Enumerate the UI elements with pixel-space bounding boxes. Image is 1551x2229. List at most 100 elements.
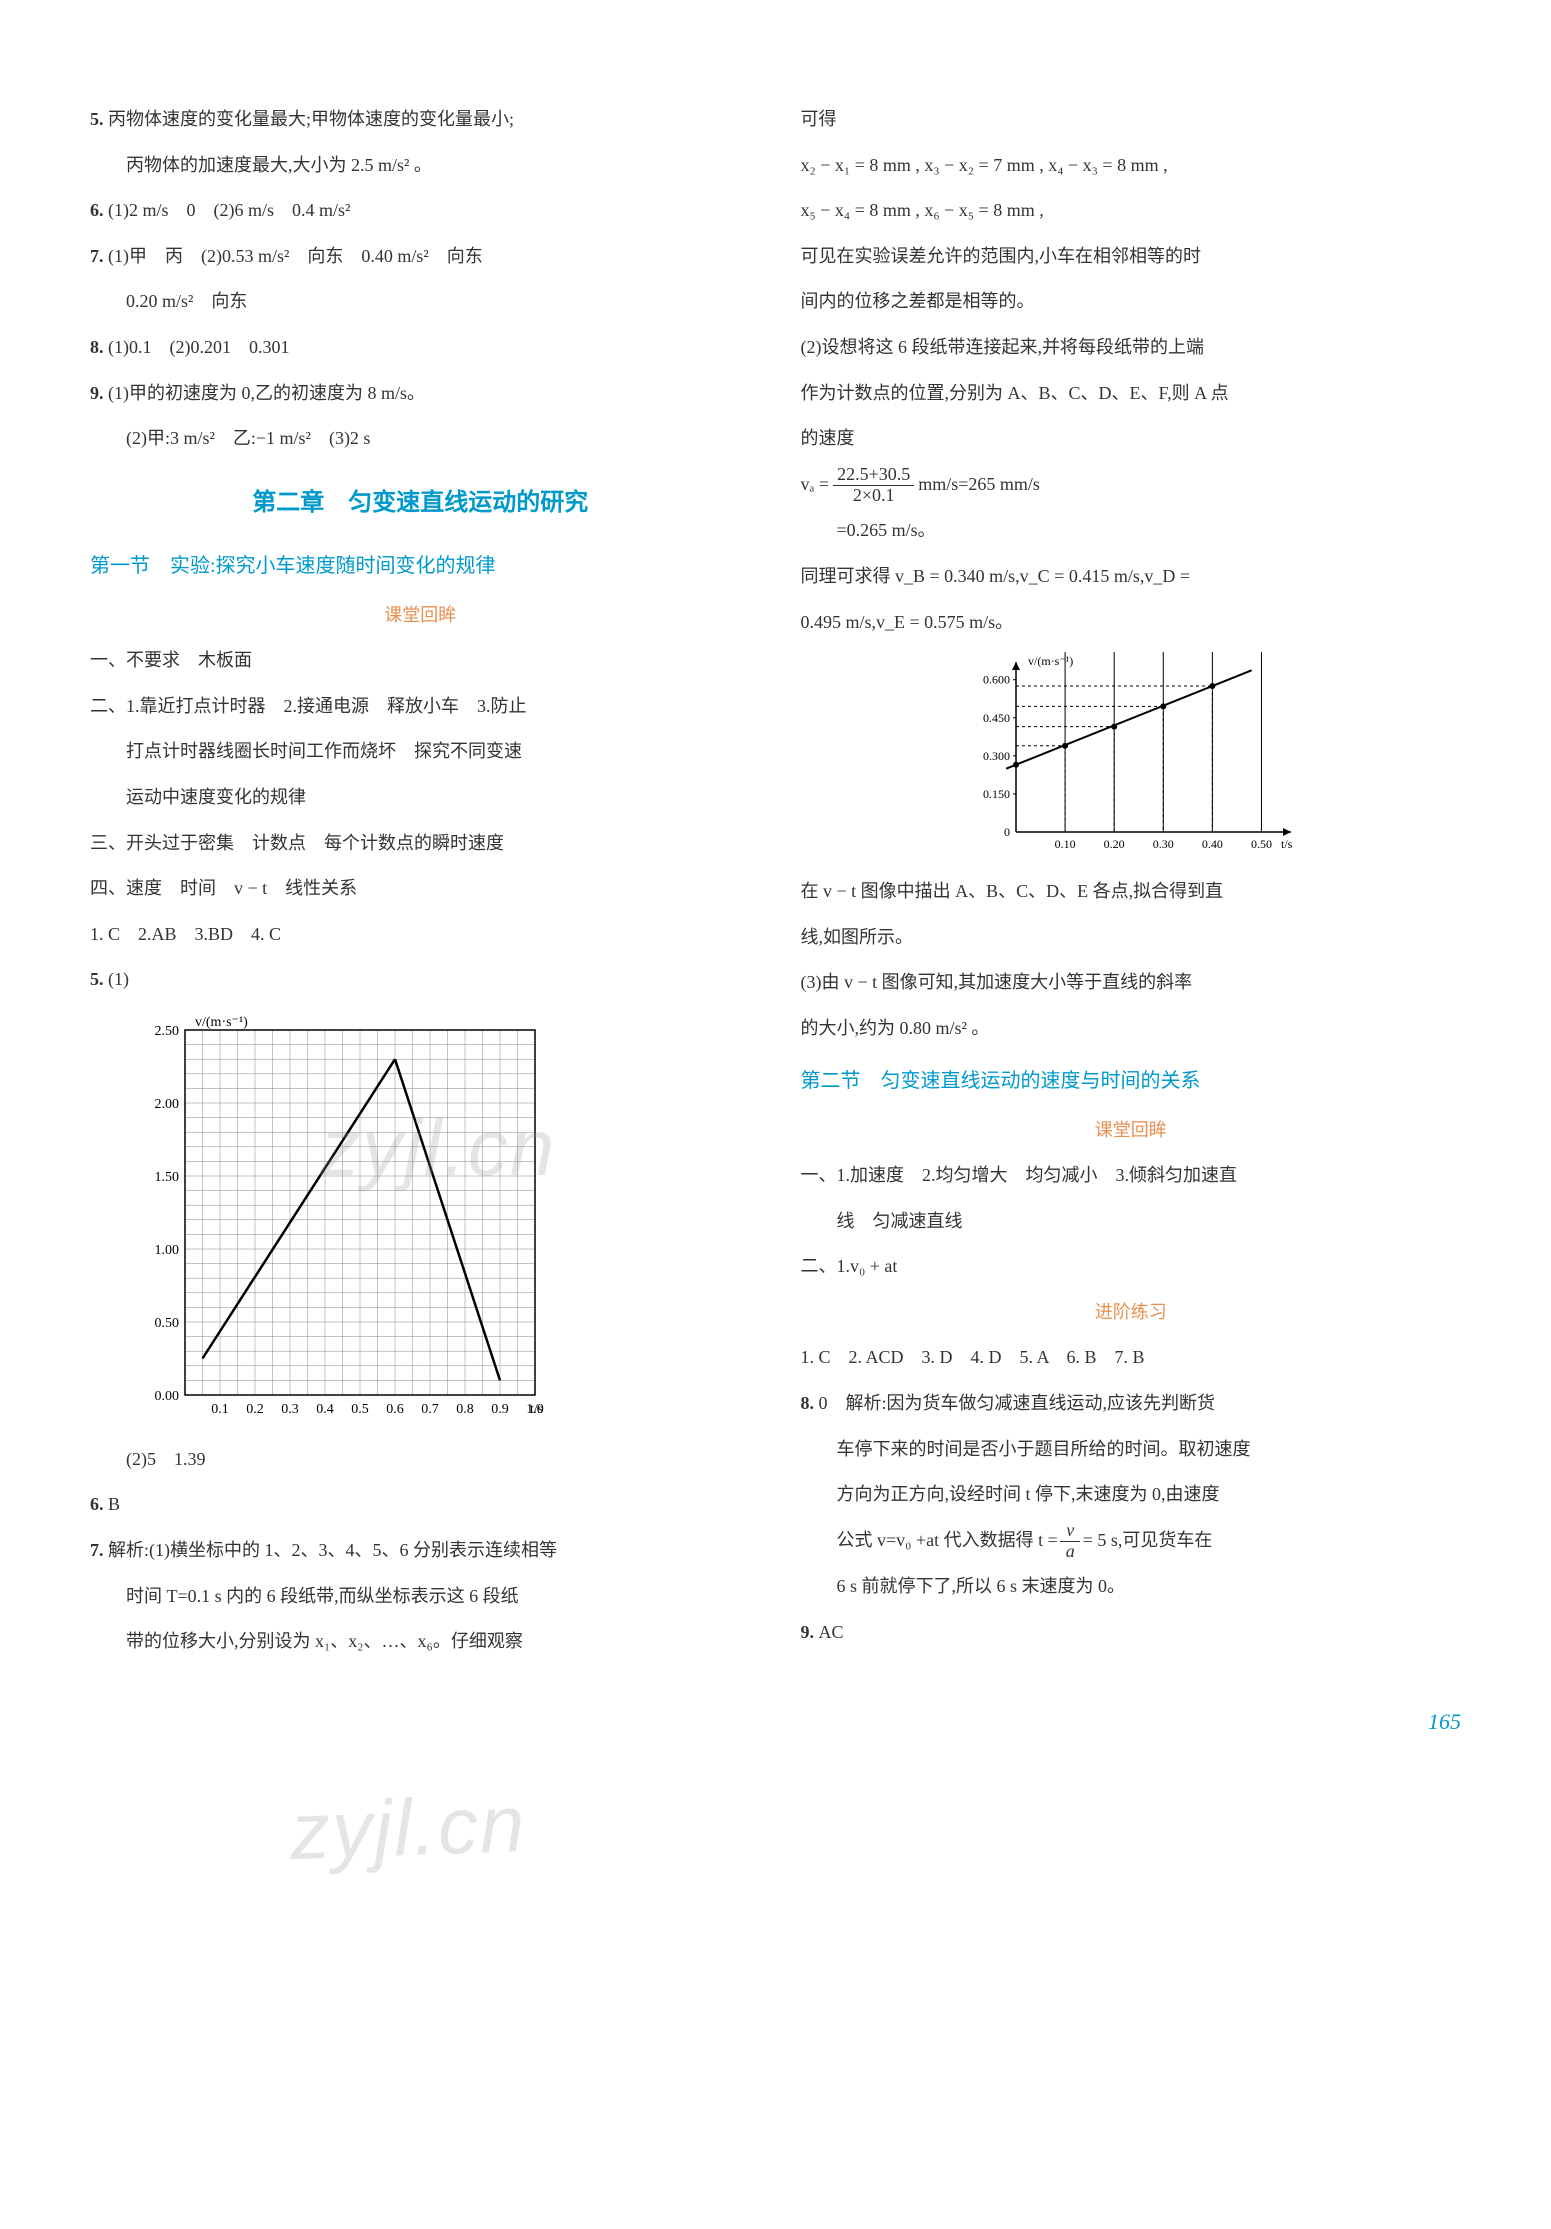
svg-text:0.9: 0.9: [491, 1402, 509, 1417]
section-1-title: 第一节 实验:探究小车速度随时间变化的规律: [90, 544, 751, 588]
chart-2: 00.1500.3000.4500.6000.100.200.300.400.5…: [801, 652, 1462, 862]
svg-text:0.600: 0.600: [983, 673, 1010, 687]
svg-text:0.6: 0.6: [386, 1402, 404, 1417]
a8d-den: a: [1060, 1542, 1081, 1562]
a8d-num: v: [1060, 1521, 1080, 1542]
a8a: 8. 0 解析:因为货车做匀减速直线运动,应该先判断货: [801, 1384, 1462, 1424]
a9: 9. AC: [801, 1613, 1462, 1653]
r3: x₅ − x₄ = 8 mm , x₆ − x₅ = 8 mm ,: [801, 191, 1462, 231]
svg-text:2.00: 2.00: [155, 1097, 180, 1112]
page-columns: 5. 丙物体速度的变化量最大;甲物体速度的变化量最小; 丙物体的加速度最大,大小…: [90, 100, 1461, 1668]
r9-num: 22.5+30.5: [833, 465, 914, 486]
r5: 间内的位移之差都是相等的。: [801, 282, 1462, 322]
svg-text:0.150: 0.150: [983, 787, 1010, 801]
svg-text:0.40: 0.40: [1202, 837, 1223, 851]
r16: 的大小,约为 0.80 m/s² 。: [801, 1009, 1462, 1049]
r9-formula: vₐ = 22.5+30.5 2×0.1 mm/s=265 mm/s: [801, 465, 1462, 506]
review-4: 四、速度 时间 v − t 线性关系: [90, 869, 751, 909]
a8d-post: = 5 s,可见货车在: [1083, 1521, 1213, 1561]
r11: 同理可求得 v_B = 0.340 m/s,v_C = 0.415 m/s,v_…: [801, 557, 1462, 597]
svg-text:0.1: 0.1: [211, 1402, 229, 1417]
svg-text:0.5: 0.5: [351, 1402, 369, 1417]
chart-2-svg: 00.1500.3000.4500.6000.100.200.300.400.5…: [961, 652, 1301, 862]
chapter-title: 第二章 匀变速直线运动的研究: [90, 477, 751, 530]
q8: 8. (1)0.1 (2)0.201 0.301: [90, 328, 751, 368]
svg-text:0: 0: [1004, 825, 1010, 839]
ketang-title-1: 课堂回眸: [90, 596, 751, 636]
watermark-2: zyjl.cn: [287, 1736, 529, 1920]
s1b: 线 匀减速直线: [801, 1202, 1462, 1242]
chart-1-svg: 0.00 0.50 1.00 1.50 2.00 2.50 0.1 0.2 0.3 0.4 0.5 0…: [130, 1010, 550, 1430]
q6: 6. (1)2 m/s 0 (2)6 m/s 0.4 m/s²: [90, 191, 751, 231]
r8: 的速度: [801, 419, 1462, 459]
a1-7: 1. C 2. ACD 3. D 4. D 5. A 6. B 7. B: [801, 1338, 1462, 1378]
q7-line1: 7. (1)甲 丙 (2)0.53 m/s² 向东 0.40 m/s² 向东: [90, 237, 751, 277]
r13: 在 v − t 图像中描出 A、B、C、D、E 各点,拟合得到直: [801, 872, 1462, 912]
answer-7c: 带的位移大小,分别设为 x₁、x₂、…、x₆。仔细观察: [90, 1622, 751, 1662]
q6-text: (1)2 m/s 0 (2)6 m/s 0.4 m/s²: [108, 200, 350, 220]
q7-line2: 0.20 m/s² 向东: [90, 282, 751, 322]
chart-1: 0.00 0.50 1.00 1.50 2.00 2.50 0.1 0.2 0.3 0.4 0.5 0…: [130, 1010, 751, 1430]
q5-line2: 丙物体的加速度最大,大小为 2.5 m/s² 。: [90, 146, 751, 186]
svg-text:t/s: t/s: [1281, 837, 1293, 851]
q8-text: (1)0.1 (2)0.201 0.301: [108, 337, 289, 357]
left-column: 5. 丙物体速度的变化量最大;甲物体速度的变化量最小; 丙物体的加速度最大,大小…: [90, 100, 751, 1668]
q9-line1: 9. (1)甲的初速度为 0,乙的初速度为 8 m/s。: [90, 374, 751, 414]
a8d: 公式 v=v₀ +at 代入数据得 t = v a = 5 s,可见货车在: [801, 1521, 1462, 1562]
svg-text:0.30: 0.30: [1153, 837, 1174, 851]
jinjie-title-2: 进阶练习: [801, 1293, 1462, 1333]
q7-text: (1)甲 丙 (2)0.53 m/s² 向东 0.40 m/s² 向东: [108, 246, 483, 266]
a8d-pre: 公式 v=v₀ +at 代入数据得 t =: [837, 1521, 1058, 1561]
r10: =0.265 m/s。: [801, 511, 1462, 551]
r1: 可得: [801, 100, 1462, 140]
ketang-title-2: 课堂回眸: [801, 1111, 1462, 1151]
svg-text:0.3: 0.3: [281, 1402, 299, 1417]
a8b: 车停下来的时间是否小于题目所给的时间。取初速度: [801, 1430, 1462, 1470]
svg-text:v/(m·s⁻¹): v/(m·s⁻¹): [1028, 654, 1073, 668]
svg-text:0.00: 0.00: [155, 1389, 180, 1404]
svg-text:0.50: 0.50: [155, 1316, 180, 1331]
r6: (2)设想将这 6 段纸带连接起来,并将每段纸带的上端: [801, 328, 1462, 368]
svg-text:1.00: 1.00: [155, 1243, 180, 1258]
q5-line1: 5. 丙物体速度的变化量最大;甲物体速度的变化量最小;: [90, 100, 751, 140]
r9-den: 2×0.1: [849, 486, 899, 506]
section-2-title: 第二节 匀变速直线运动的速度与时间的关系: [801, 1059, 1462, 1103]
page-number: 165: [90, 1698, 1461, 1746]
r9-fraction: 22.5+30.5 2×0.1: [833, 465, 914, 506]
r15: (3)由 v − t 图像可知,其加速度大小等于直线的斜率: [801, 963, 1462, 1003]
svg-text:0.4: 0.4: [316, 1402, 334, 1417]
a8d-fraction: v a: [1060, 1521, 1081, 1562]
answer-5-2: (2)5 1.39: [90, 1440, 751, 1480]
svg-text:0.10: 0.10: [1054, 837, 1075, 851]
review-1: 一、不要求 木板面: [90, 641, 751, 681]
answers-1-4: 1. C 2.AB 3.BD 4. C: [90, 915, 751, 955]
review-3: 三、开头过于密集 计数点 每个计数点的瞬时速度: [90, 824, 751, 864]
answer-7b: 时间 T=0.1 s 内的 6 段纸带,而纵坐标表示这 6 段纸: [90, 1577, 751, 1617]
q9-text: (1)甲的初速度为 0,乙的初速度为 8 m/s。: [108, 383, 425, 403]
right-column: 可得 x₂ − x₁ = 8 mm , x₃ − x₂ = 7 mm , x₄ …: [801, 100, 1462, 1668]
svg-text:0.8: 0.8: [456, 1402, 474, 1417]
review-2a: 二、1.靠近打点计时器 2.接通电源 释放小车 3.防止: [90, 687, 751, 727]
r7: 作为计数点的位置,分别为 A、B、C、D、E、F,则 A 点: [801, 374, 1462, 414]
s2: 二、1.v₀ + at: [801, 1247, 1462, 1287]
r9a: vₐ =: [801, 465, 830, 505]
a8-text: 0 解析:因为货车做匀减速直线运动,应该先判断货: [819, 1393, 1216, 1413]
svg-text:0.2: 0.2: [246, 1402, 264, 1417]
svg-text:0.20: 0.20: [1103, 837, 1124, 851]
answer-7a: 7. 解析:(1)横坐标中的 1、2、3、4、5、6 分别表示连续相等: [90, 1531, 751, 1571]
svg-text:2.50: 2.50: [155, 1024, 180, 1039]
svg-text:0.7: 0.7: [421, 1402, 439, 1417]
svg-text:v/(m·s⁻¹): v/(m·s⁻¹): [195, 1015, 248, 1030]
ans5-text: (1): [108, 969, 129, 989]
answer-6: 6. B: [90, 1485, 751, 1525]
svg-text:0.50: 0.50: [1251, 837, 1272, 851]
r4: 可见在实验误差允许的范围内,小车在相邻相等的时: [801, 237, 1462, 277]
r9b: mm/s=265 mm/s: [918, 465, 1040, 505]
q9-line2: (2)甲:3 m/s² 乙:−1 m/s² (3)2 s: [90, 419, 751, 459]
svg-text:1.50: 1.50: [155, 1170, 180, 1185]
ans6-text: B: [108, 1494, 120, 1514]
a8e: 6 s 前就停下了,所以 6 s 末速度为 0。: [801, 1567, 1462, 1607]
r12: 0.495 m/s,v_E = 0.575 m/s。: [801, 603, 1462, 643]
r14: 线,如图所示。: [801, 918, 1462, 958]
ans7-text: 解析:(1)横坐标中的 1、2、3、4、5、6 分别表示连续相等: [108, 1540, 557, 1560]
